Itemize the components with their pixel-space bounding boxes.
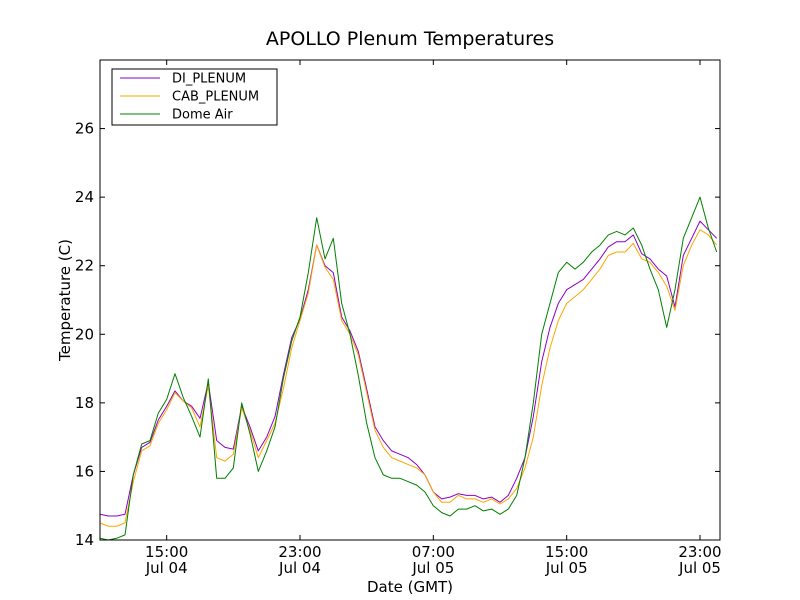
x-tick-time-label: 23:00: [678, 543, 721, 561]
y-tick-label: 22: [75, 257, 94, 275]
plot-frame: [99, 59, 721, 541]
x-tick-time-label: 07:00: [412, 543, 455, 561]
chart-title: APOLLO Plenum Temperatures: [266, 28, 554, 50]
legend-label: Dome Air: [172, 108, 233, 123]
series-line-di-plenum: [99, 220, 718, 517]
y-tick-label: 20: [75, 325, 94, 343]
x-tick-time-label: 15:00: [145, 543, 188, 561]
legend-label: CAB_PLENUM: [172, 90, 259, 105]
series-layer: [99, 196, 718, 541]
y-tick-label: 14: [75, 531, 94, 549]
x-tick-date-label: Jul 05: [678, 559, 721, 577]
x-tick-time-label: 23:00: [278, 543, 321, 561]
x-tick-date-label: Jul 04: [278, 559, 321, 577]
y-tick-label: 26: [75, 120, 94, 138]
y-tick-label: 24: [75, 188, 94, 206]
x-tick-date-label: Jul 05: [545, 559, 588, 577]
legend: DI_PLENUM CAB_PLENUM Dome Air: [111, 68, 278, 126]
x-tick-date-label: Jul 04: [145, 559, 188, 577]
x-tick-time-label: 15:00: [545, 543, 588, 561]
legend-label: DI_PLENUM: [172, 72, 246, 87]
x-axis-label: Date (GMT): [367, 578, 453, 596]
series-line-cab-plenum: [99, 229, 718, 527]
x-tick-date-label: Jul 05: [411, 559, 454, 577]
y-tick-label: 16: [75, 462, 94, 480]
series-line-dome-air: [99, 196, 718, 541]
y-tick-label: 18: [75, 394, 94, 412]
y-axis-label: Temperature (C): [56, 239, 74, 362]
